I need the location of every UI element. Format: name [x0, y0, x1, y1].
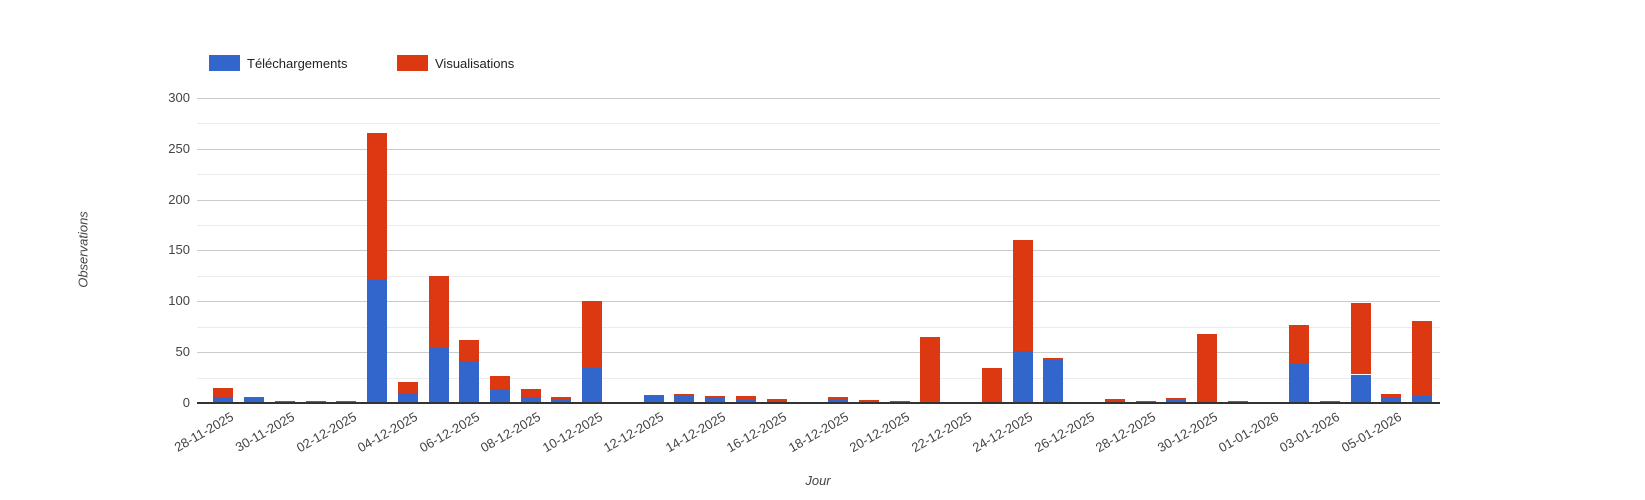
x-axis-tick-label: 28-12-2025: [1092, 409, 1158, 456]
bar-segment-visualisations[interactable]: [1043, 358, 1064, 361]
bar-segment-visualisations[interactable]: [490, 375, 510, 389]
bar-segment-visualisations[interactable]: [1319, 401, 1340, 402]
bar-segment-visualisations[interactable]: [858, 399, 879, 402]
x-axis-tick-label: 30-11-2025: [233, 409, 298, 455]
bar-segment-visualisations[interactable]: [244, 396, 264, 398]
x-axis-tick-label: 06-12-2025: [416, 409, 482, 456]
gridline: [197, 148, 1440, 150]
y-axis-tick-label: 250: [168, 140, 190, 156]
x-axis-tick-label: 14-12-2025: [662, 409, 728, 456]
bar-segment-telechargements[interactable]: [1289, 364, 1310, 403]
gridline: [197, 275, 1440, 277]
bar-segment-visualisations[interactable]: [920, 336, 941, 403]
bar-segment-visualisations[interactable]: [705, 395, 726, 397]
bar-segment-telechargements[interactable]: [1381, 397, 1402, 403]
bar-segment-visualisations[interactable]: [582, 301, 603, 369]
gridline: [197, 97, 1440, 99]
bar-segment-telechargements[interactable]: [1412, 395, 1433, 403]
bar-segment-visualisations[interactable]: [735, 395, 756, 400]
legend-label-telechargements: Téléchargements: [247, 56, 348, 71]
bar-segment-telechargements[interactable]: [828, 398, 849, 403]
bar-segment-telechargements[interactable]: [643, 395, 664, 403]
bar-segment-visualisations[interactable]: [1350, 303, 1371, 375]
x-axis-tick-label: 30-12-2025: [1154, 409, 1220, 456]
bar-segment-telechargements[interactable]: [244, 397, 264, 403]
bar-segment-visualisations[interactable]: [1166, 397, 1187, 400]
bar-segment-visualisations[interactable]: [643, 394, 664, 396]
legend-swatch-telechargements-icon: [209, 55, 240, 71]
gridline: [197, 174, 1440, 175]
x-axis-tick-label: 22-12-2025: [908, 409, 974, 456]
bar-segment-visualisations[interactable]: [551, 396, 572, 399]
bar-segment-visualisations[interactable]: [1412, 320, 1433, 396]
bar-segment-telechargements[interactable]: [367, 279, 387, 403]
bar-segment-telechargements[interactable]: [490, 388, 510, 403]
bar-segment-visualisations[interactable]: [520, 388, 541, 397]
y-axis-tick-label: 50: [175, 344, 190, 360]
gridline: [197, 250, 1440, 252]
x-axis-tick-label: 02-12-2025: [293, 409, 359, 456]
bar-segment-telechargements[interactable]: [1350, 374, 1371, 403]
y-axis-tick-label: 0: [182, 395, 190, 410]
gridline: [197, 123, 1440, 125]
x-axis-title: Jour: [805, 473, 831, 488]
x-axis-tick-label: 18-12-2025: [785, 409, 851, 456]
bar-segment-visualisations[interactable]: [1289, 324, 1310, 365]
bar-segment-visualisations[interactable]: [274, 401, 295, 402]
y-axis-tick-label: 150: [168, 242, 190, 258]
bar-segment-telechargements[interactable]: [428, 348, 449, 403]
gridline: [197, 352, 1440, 354]
x-axis-tick-label: 01-01-2026: [1215, 409, 1281, 456]
x-axis-tick-label: 28-11-2025: [171, 409, 236, 455]
x-axis-tick-label: 16-12-2025: [724, 409, 790, 456]
x-axis-tick-label: 04-12-2025: [355, 409, 421, 456]
bar-segment-telechargements[interactable]: [213, 396, 234, 403]
x-axis-tick-label: 03-01-2026: [1277, 409, 1343, 456]
gridline: [197, 199, 1440, 201]
bar-segment-visualisations[interactable]: [1012, 240, 1033, 352]
bar-segment-visualisations[interactable]: [213, 387, 234, 397]
bar-segment-visualisations[interactable]: [981, 368, 1002, 401]
legend-label-visualisations: Visualisations: [435, 56, 515, 71]
x-axis-tick-label: 08-12-2025: [478, 409, 544, 456]
bar-segment-telechargements[interactable]: [1012, 351, 1033, 403]
bar-segment-visualisations[interactable]: [397, 381, 418, 393]
bar-segment-telechargements[interactable]: [674, 394, 695, 403]
x-axis-tick-label: 26-12-2025: [1031, 409, 1097, 456]
bar-segment-visualisations[interactable]: [674, 393, 695, 395]
gridline: [197, 301, 1440, 303]
bar-segment-telechargements[interactable]: [459, 361, 480, 403]
x-axis-tick-label: 20-12-2025: [847, 409, 913, 456]
bar-segment-visualisations[interactable]: [367, 133, 387, 280]
legend-swatch-visualisations-icon: [397, 55, 428, 71]
bar-segment-telechargements[interactable]: [1043, 360, 1064, 403]
bar-segment-visualisations[interactable]: [828, 396, 849, 399]
bar-segment-telechargements[interactable]: [735, 399, 756, 403]
bar-segment-telechargements[interactable]: [582, 368, 603, 403]
gridline: [197, 224, 1440, 226]
x-axis-line: [197, 402, 1440, 404]
y-axis-tick-label: 200: [168, 191, 190, 207]
x-axis-tick-label: 12-12-2025: [601, 409, 667, 456]
y-axis-tick-label: 100: [168, 293, 190, 309]
bar-segment-telechargements[interactable]: [551, 398, 572, 403]
x-axis-tick-label: 24-12-2025: [969, 409, 1035, 456]
bar-segment-visualisations[interactable]: [766, 398, 787, 401]
gridline: [197, 377, 1440, 379]
bar-segment-visualisations[interactable]: [428, 275, 449, 349]
gridline: [197, 326, 1440, 328]
bar-segment-visualisations[interactable]: [459, 339, 480, 362]
bar-segment-telechargements[interactable]: [397, 392, 418, 403]
x-axis-tick-label: 10-12-2025: [539, 409, 605, 456]
bar-segment-telechargements[interactable]: [705, 396, 726, 403]
x-axis-tick-label: 05-01-2026: [1338, 409, 1404, 456]
bar-segment-telechargements[interactable]: [1166, 399, 1187, 403]
bar-segment-telechargements[interactable]: [520, 396, 541, 403]
bar-segment-visualisations[interactable]: [1197, 333, 1217, 401]
bar-segment-visualisations[interactable]: [1381, 393, 1402, 398]
bar-segment-visualisations[interactable]: [1104, 398, 1125, 401]
y-axis-tick-label: 300: [168, 89, 190, 105]
